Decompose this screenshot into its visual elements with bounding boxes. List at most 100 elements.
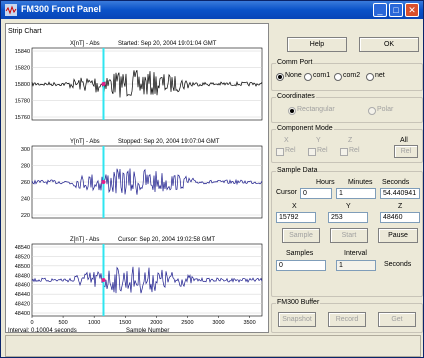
y-tick-label: 15760: [15, 115, 30, 121]
y-tick-label: 220: [21, 213, 30, 219]
x-tick-label: 3000: [212, 320, 224, 326]
component-mode-title: Component Mode: [276, 125, 334, 132]
radio-polar[interactable]: [368, 107, 376, 115]
y-tick-label: 48520: [15, 254, 30, 260]
start-button[interactable]: Start: [330, 228, 368, 243]
interval-text: Interval: 0.10004 seconds: [8, 328, 77, 332]
seconds-label: Seconds: [382, 179, 410, 186]
seconds-field[interactable]: 54.440941: [380, 188, 420, 199]
col-z-label: Z: [348, 137, 353, 144]
x-tick-label: 1000: [88, 320, 100, 326]
radio-none-label: None: [285, 72, 302, 79]
sample-data-title: Sample Data: [276, 167, 319, 174]
buffer-title: FM300 Buffer: [276, 299, 321, 306]
component-mode-group: Component Mode X Y Z All Rel Rel Rel Rel: [271, 125, 423, 163]
waveform-trace: [31, 266, 263, 294]
panel-status: Cursor: Sep 20, 2004 19:02:58 GMT: [118, 237, 215, 243]
radio-com2-label: com2: [343, 72, 361, 79]
rel-all-button[interactable]: Rel: [394, 145, 418, 158]
snapshot-button[interactable]: Snapshot: [278, 312, 316, 327]
panel-title: Y[nT] - Abs: [70, 139, 100, 145]
rel-z-label: Rel: [349, 147, 360, 154]
y-value-label: Y: [346, 203, 351, 210]
radio-rectangular[interactable]: [288, 107, 296, 115]
coordinates-title: Coordinates: [276, 93, 316, 100]
status-bar: [5, 335, 421, 357]
cursor-marker: [101, 82, 106, 86]
cursor-label: Cursor: [276, 189, 298, 196]
buffer-group: FM300 Buffer Snapshot Record Get: [271, 299, 423, 333]
cursor-marker: [101, 278, 106, 282]
x-tick-label: 0: [30, 320, 33, 326]
interval-label: Interval: [344, 250, 367, 257]
y-tick-label: 15840: [15, 49, 30, 55]
pause-button[interactable]: Pause: [378, 228, 418, 243]
panel-title: X[nT] - Abs: [70, 41, 100, 47]
y-tick-label: 300: [21, 147, 30, 153]
comm-port-group: Comm Port None com1 com2 net: [271, 59, 423, 91]
radio-rectangular-label: Rectangular: [297, 106, 335, 113]
comm-port-title: Comm Port: [276, 59, 314, 66]
col-y-label: Y: [316, 137, 321, 144]
get-button[interactable]: Get: [378, 312, 416, 327]
help-button[interactable]: Help: [287, 37, 347, 52]
x-tick-label: 2500: [181, 320, 193, 326]
z-value-field[interactable]: 48460: [380, 212, 420, 223]
y-tick-label: 48440: [15, 292, 30, 298]
radio-polar-label: Polar: [377, 106, 394, 113]
panel-status: Started: Sep 20, 2004 19:01:04 GMT: [118, 41, 217, 47]
z-value-label: Z: [398, 203, 403, 210]
strip-chart-plot[interactable]: Strip Chart X[nT] - Abs Started: Sep 20, …: [6, 24, 268, 334]
y-tick-label: 48540: [15, 245, 30, 251]
radio-com2[interactable]: [334, 73, 342, 81]
y-tick-label: 48480: [15, 273, 30, 279]
minutes-label: Minutes: [348, 179, 373, 186]
hours-field[interactable]: 0: [300, 188, 332, 199]
radio-none[interactable]: [276, 73, 284, 81]
radio-com1[interactable]: [304, 73, 312, 81]
sample-data-group: Sample Data Hours Minutes Seconds Cursor…: [271, 167, 423, 297]
panel-title: Z[nT] - Abs: [70, 237, 99, 243]
waveform-trace: [31, 168, 263, 195]
x-tick-label: 2000: [150, 320, 162, 326]
y-tick-label: 15800: [15, 82, 30, 88]
x-value-field[interactable]: 15792: [276, 212, 316, 223]
title-bar[interactable]: FM300 Front Panel _ □ ✕: [1, 1, 423, 19]
samples-label: Samples: [286, 250, 314, 257]
maximize-button[interactable]: □: [389, 3, 403, 17]
radio-net[interactable]: [366, 73, 374, 81]
samples-field[interactable]: 0: [276, 260, 326, 271]
col-x-label: X: [284, 137, 289, 144]
waveform-trace: [31, 69, 263, 98]
window-title: FM300 Front Panel: [21, 4, 102, 14]
chart-heading: Strip Chart: [8, 28, 42, 35]
record-button[interactable]: Record: [328, 312, 366, 327]
sample-button[interactable]: Sample: [282, 228, 320, 243]
y-tick-label: 48420: [15, 302, 30, 308]
strip-chart[interactable]: Strip Chart X[nT] - Abs Started: Sep 20, …: [5, 23, 269, 334]
close-button[interactable]: ✕: [405, 3, 419, 17]
coordinates-group: Coordinates Rectangular Polar: [271, 93, 423, 123]
y-tick-label: 260: [21, 180, 30, 186]
col-all-label: All: [400, 137, 408, 144]
y-tick-label: 280: [21, 164, 30, 170]
minutes-field[interactable]: 1: [336, 188, 376, 199]
interval-unit-label: Seconds: [384, 261, 412, 268]
interval-field[interactable]: 1: [336, 260, 376, 271]
rel-y-label: Rel: [317, 147, 328, 154]
app-icon: [5, 4, 17, 16]
y-tick-label: 15820: [15, 66, 30, 72]
ok-button[interactable]: OK: [359, 37, 419, 52]
y-tick-label: 48460: [15, 283, 30, 289]
y-tick-label: 48500: [15, 264, 30, 270]
y-tick-label: 15780: [15, 99, 30, 105]
rel-z-checkbox[interactable]: [340, 148, 348, 156]
hours-label: Hours: [316, 179, 335, 186]
rel-x-checkbox[interactable]: [276, 148, 284, 156]
x-tick-label: 3500: [243, 320, 255, 326]
rel-y-checkbox[interactable]: [308, 148, 316, 156]
y-value-field[interactable]: 253: [328, 212, 368, 223]
radio-com1-label: com1: [313, 72, 331, 79]
minimize-button[interactable]: _: [373, 3, 387, 17]
